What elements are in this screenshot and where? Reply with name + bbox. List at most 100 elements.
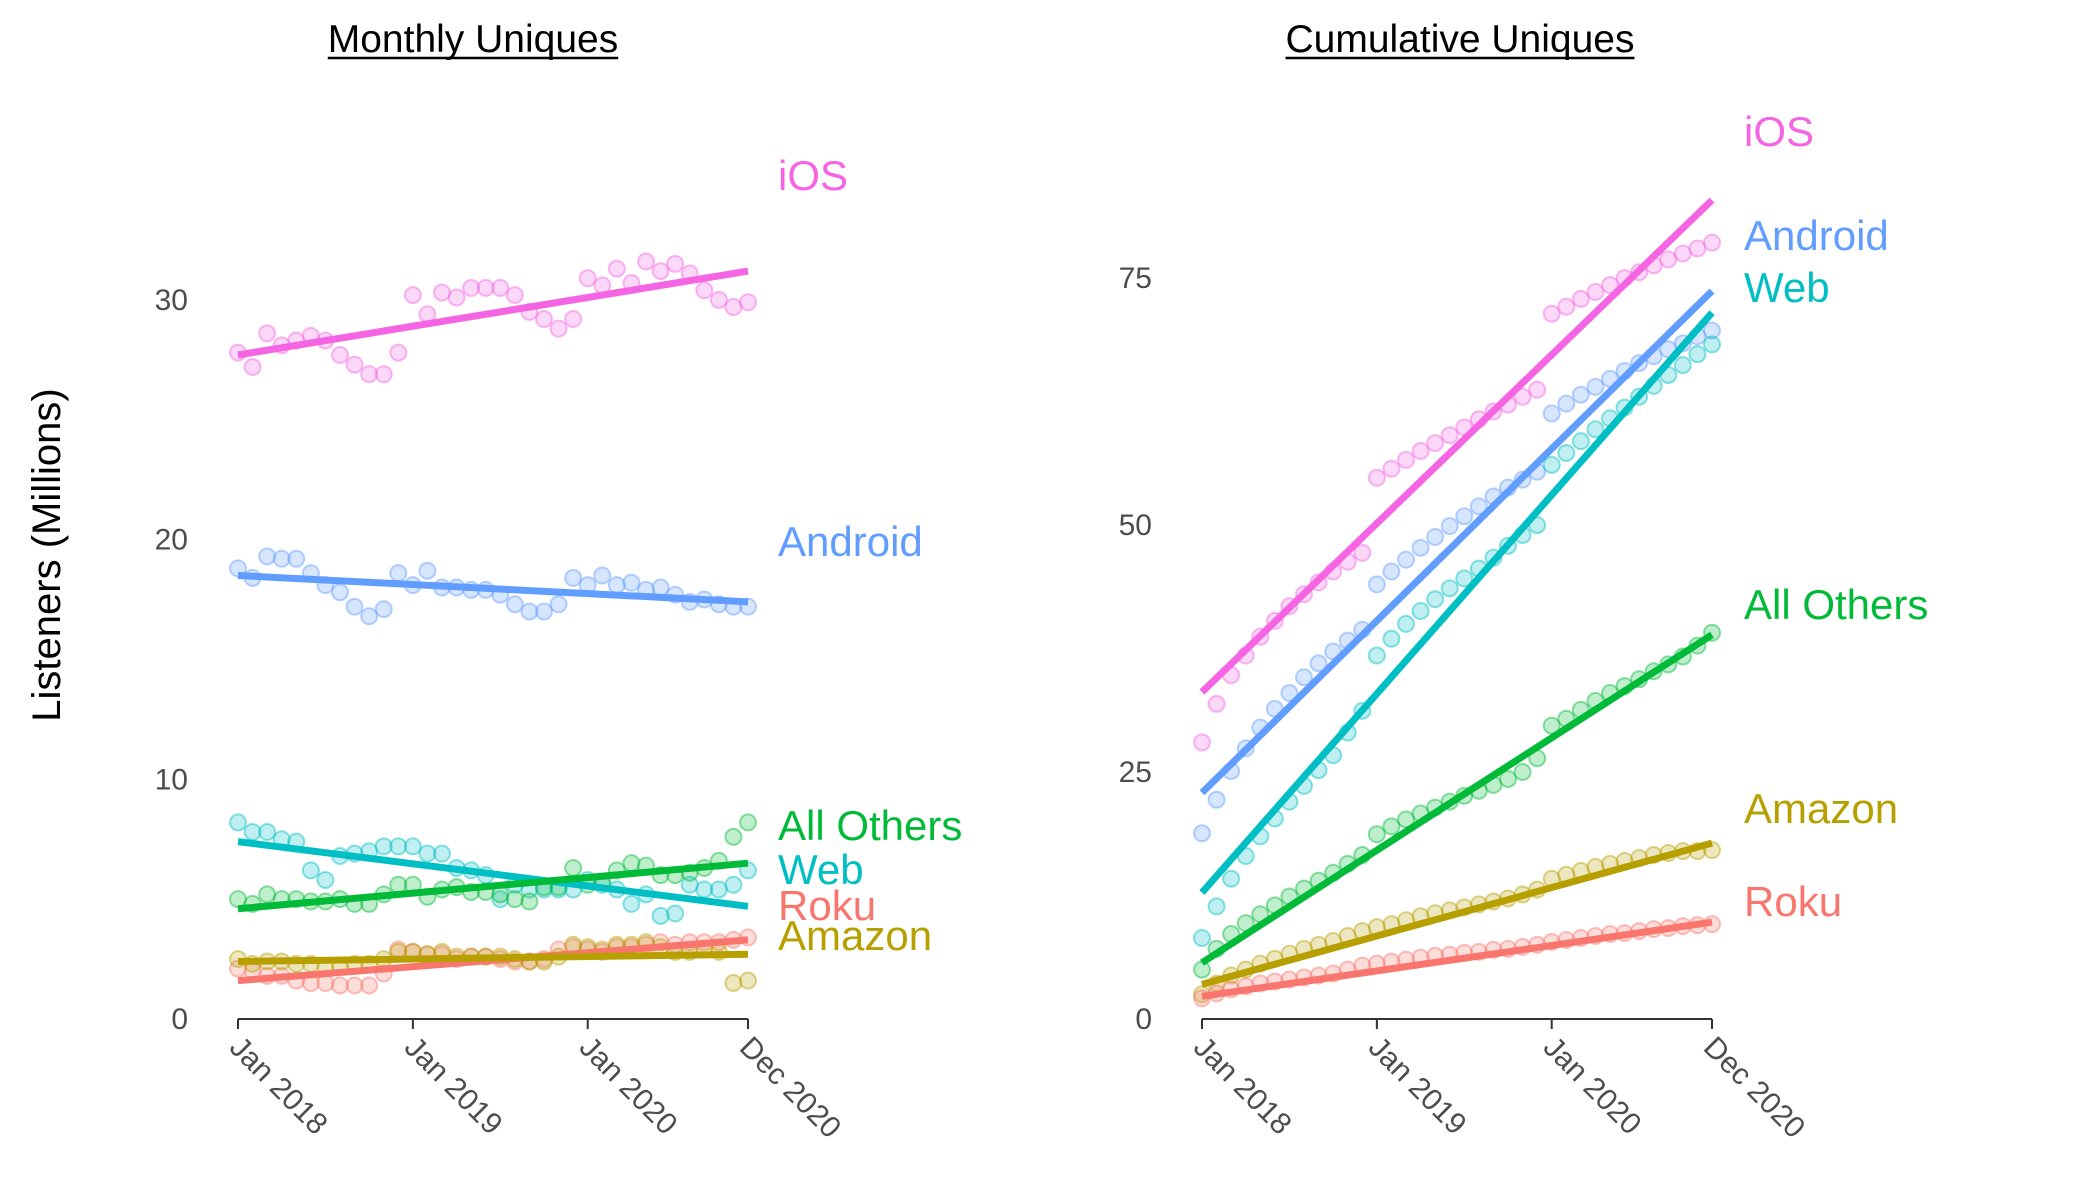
data-point <box>651 262 670 281</box>
data-point <box>316 870 335 889</box>
series-label-ios: iOS <box>778 152 848 199</box>
data-point <box>418 844 437 863</box>
data-point <box>1703 233 1721 252</box>
y-tick-label: 0 <box>171 1003 188 1036</box>
data-point <box>593 566 612 585</box>
series-label-all-others: All Others <box>778 802 962 849</box>
data-point <box>1601 276 1619 295</box>
x-tick-label: Dec 2020 <box>1697 1031 1811 1145</box>
series-label-web: Web <box>778 846 864 893</box>
data-point <box>1309 654 1328 673</box>
data-point <box>345 976 364 995</box>
data-point <box>505 890 524 909</box>
data-point <box>1367 575 1386 594</box>
x-tick-label: Jan 2019 <box>1362 1031 1473 1142</box>
data-point <box>1193 960 1211 979</box>
data-point <box>695 281 714 300</box>
data-point <box>1382 817 1401 836</box>
data-point <box>1207 694 1226 713</box>
trend-line-ios <box>237 267 749 359</box>
data-point <box>739 971 757 990</box>
data-point <box>666 904 685 923</box>
data-point <box>1367 468 1386 487</box>
data-point <box>1659 250 1678 269</box>
data-point <box>724 827 743 846</box>
data-point <box>1499 769 1517 788</box>
data-point <box>564 310 583 329</box>
data-point <box>1557 444 1576 463</box>
data-point <box>287 549 306 568</box>
data-point <box>491 278 510 297</box>
data-point <box>447 288 466 307</box>
data-point <box>505 286 524 305</box>
data-point <box>739 813 757 832</box>
data-point <box>739 293 757 312</box>
series-label-web: Web <box>1744 264 1830 311</box>
data-point <box>1353 543 1372 562</box>
data-point <box>637 252 655 271</box>
data-point <box>1440 579 1459 598</box>
data-point <box>433 283 451 302</box>
x-tick-label: Jan 2020 <box>1537 1031 1648 1142</box>
data-point <box>272 549 291 568</box>
trend-line-roku <box>1201 918 1713 1000</box>
y-tick-label: 25 <box>1119 756 1152 789</box>
data-point <box>1513 387 1532 406</box>
data-point <box>535 602 553 621</box>
data-point <box>258 885 277 904</box>
trend-line-ios <box>1199 197 1715 695</box>
data-point <box>331 345 349 364</box>
trend-line-all-others <box>237 859 749 913</box>
y-tick-label: 0 <box>1135 1003 1152 1036</box>
data-point <box>1222 869 1241 888</box>
data-point <box>564 858 583 877</box>
data-point <box>651 906 670 925</box>
data-point <box>1193 929 1211 948</box>
data-point <box>360 607 379 626</box>
data-point <box>374 365 393 384</box>
data-point <box>1367 825 1386 844</box>
data-point <box>651 578 670 597</box>
data-point <box>1528 380 1547 399</box>
data-point <box>724 974 743 993</box>
data-point <box>476 278 495 297</box>
data-point <box>1557 394 1576 413</box>
data-point <box>229 813 247 832</box>
data-point <box>243 357 262 376</box>
data-point <box>1397 450 1415 469</box>
data-point <box>1703 321 1721 340</box>
x-tick-label: Jan 2019 <box>398 1031 509 1142</box>
data-point <box>258 823 277 842</box>
y-tick-label: 75 <box>1119 262 1152 295</box>
data-point <box>374 600 393 619</box>
data-point <box>1571 385 1590 404</box>
trend-line-amazon <box>1201 839 1713 988</box>
data-point <box>535 310 553 329</box>
data-point <box>1586 282 1605 301</box>
data-point <box>1382 459 1401 478</box>
data-point <box>1426 434 1445 453</box>
data-point <box>666 254 685 273</box>
data-point <box>1455 569 1474 588</box>
data-point <box>403 837 422 856</box>
data-point <box>1455 507 1474 526</box>
data-point <box>345 597 364 616</box>
data-point <box>433 844 451 863</box>
data-point <box>491 890 510 909</box>
data-point <box>345 355 364 374</box>
series-ios <box>229 252 757 384</box>
data-point <box>258 324 277 343</box>
data-point <box>1542 304 1561 323</box>
data-point <box>331 583 349 602</box>
data-point <box>1426 527 1445 546</box>
data-point <box>1571 289 1590 308</box>
series-label-ios: iOS <box>1744 108 1814 155</box>
data-point <box>549 595 568 614</box>
x-tick-label: Jan 2018 <box>1187 1031 1298 1142</box>
chart-title: Monthly Uniques <box>328 18 618 61</box>
data-point <box>1193 824 1211 843</box>
data-point <box>564 568 583 587</box>
data-point <box>1673 356 1692 375</box>
data-point <box>360 976 379 995</box>
